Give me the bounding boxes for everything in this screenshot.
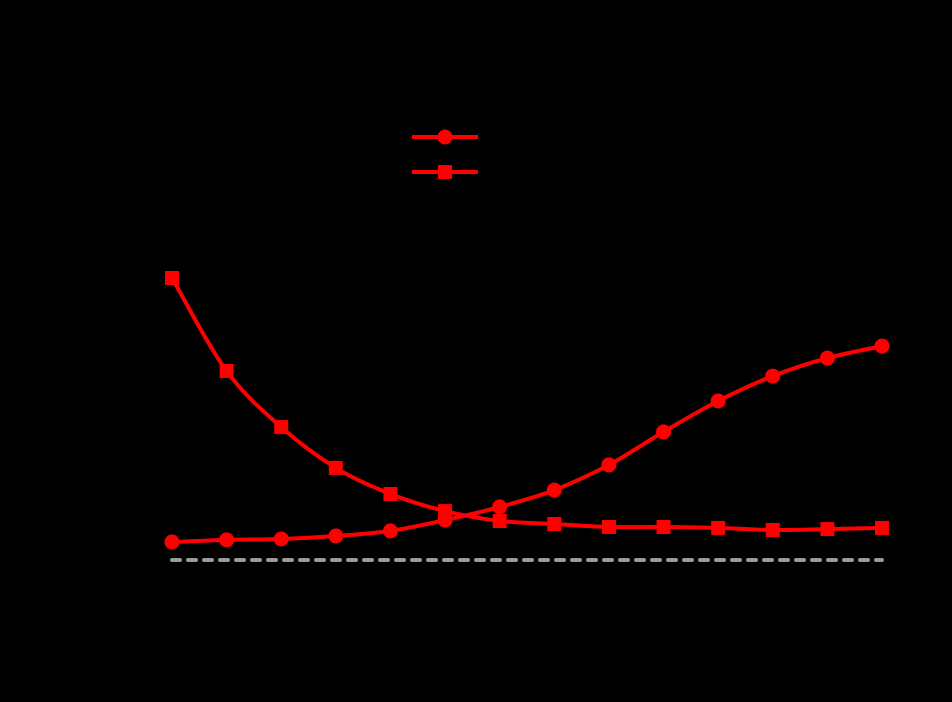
marker [601,520,616,534]
marker [875,520,889,535]
marker [492,499,508,515]
marker [383,487,398,501]
marker [274,420,289,435]
marker [820,522,835,537]
marker [328,460,343,475]
marker [547,517,562,531]
marker [601,457,617,473]
marker [219,532,235,548]
marker [273,531,289,547]
marker [656,520,671,534]
marker [492,514,507,528]
marker [656,424,672,440]
marker [438,165,452,179]
marker [874,338,890,354]
marker [711,520,726,535]
line [170,276,883,533]
marker [765,523,780,537]
marker [164,534,180,550]
marker [219,364,234,378]
marker [438,504,453,519]
marker [382,523,398,539]
marker [819,350,835,366]
marker [165,271,179,285]
marker [765,368,781,384]
marker [546,482,562,498]
marker [437,129,453,145]
marker [710,393,726,409]
marker [328,528,344,544]
